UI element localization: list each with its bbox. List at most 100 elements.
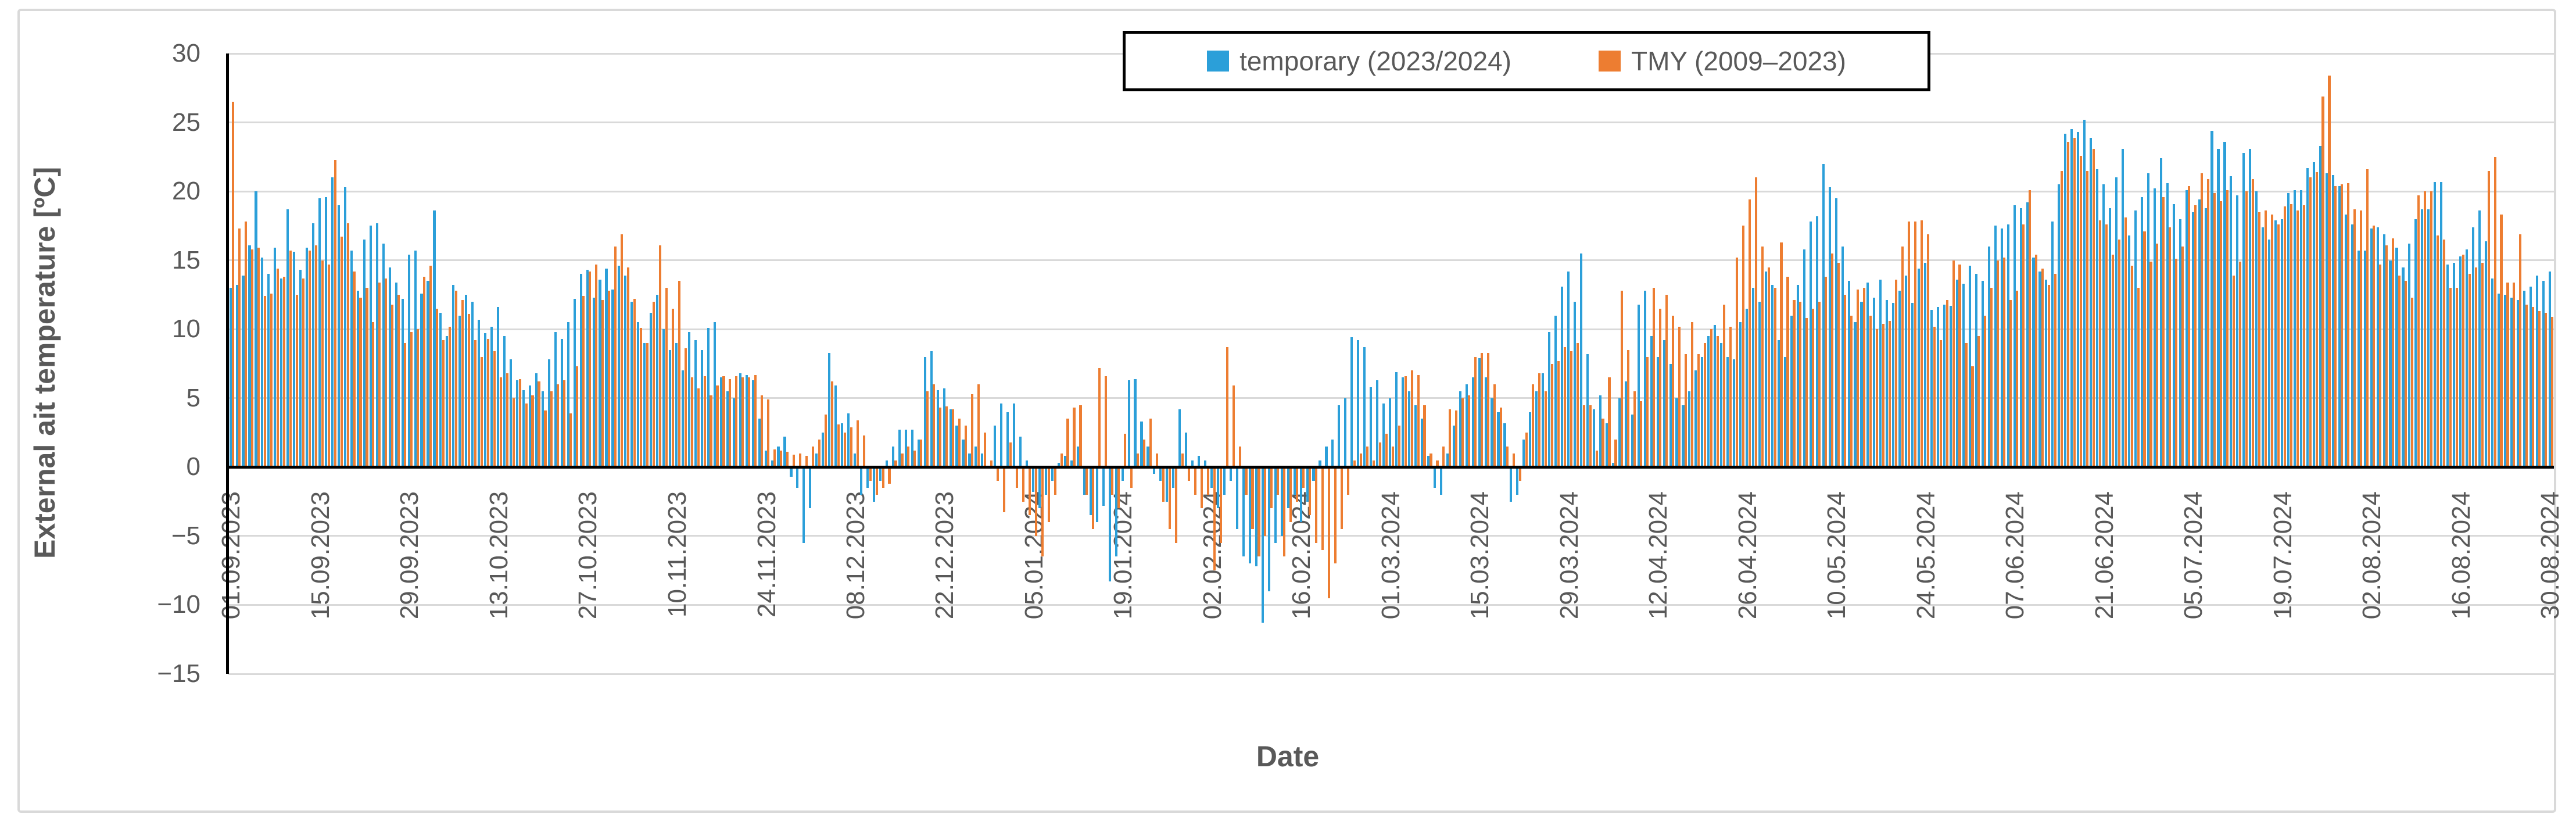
bar-tmy-day188 (1423, 405, 1426, 467)
bar-tmy-day316 (2238, 262, 2242, 467)
bar-tmy-day338 (2379, 264, 2382, 467)
bar-tmy-day256 (1857, 289, 1860, 467)
bar-tmy-day291 (2079, 155, 2082, 467)
legend-item-temporary[interactable]: temporary (2023/2024) (1207, 45, 1511, 77)
bar-tmy-day213 (1582, 405, 1585, 467)
x-tick-label-01.09.2023: 01.09.2023 (217, 491, 246, 620)
bar-temporary-day48 (528, 385, 531, 467)
bar-temporary-day202 (1510, 467, 1513, 502)
bar-temporary-day80 (732, 398, 735, 467)
bar-temporary-day62 (618, 266, 621, 467)
bar-temporary-day174 (1331, 439, 1334, 467)
bar-temporary-day222 (1637, 304, 1640, 467)
bar-tmy-day197 (1481, 352, 1484, 467)
bar-temporary-day159 (1235, 467, 1239, 529)
bar-tmy-day110 (926, 391, 929, 467)
bar-tmy-day267 (1926, 234, 1929, 467)
bar-temporary-day260 (1879, 279, 1882, 467)
bar-temporary-day316 (2236, 195, 2239, 467)
bar-temporary-day33 (433, 210, 436, 467)
bar-temporary-day256 (1854, 322, 1857, 467)
bar-tmy-day282 (2022, 224, 2025, 467)
bar-tmy-day106 (901, 453, 904, 467)
bar-tmy-day182 (1385, 434, 1388, 467)
bar-temporary-day357 (2497, 293, 2500, 467)
bar-tmy-day20 (353, 271, 356, 467)
bar-tmy-day114 (952, 409, 955, 467)
bar-temporary-day25 (382, 244, 385, 467)
bar-tmy-day6 (263, 296, 267, 467)
bar-tmy-day169 (1302, 467, 1305, 488)
legend[interactable]: temporary (2023/2024) TMY (2009–2023) (1123, 31, 1930, 91)
bar-tmy-day8 (276, 268, 280, 467)
bar-temporary-day118 (974, 446, 977, 467)
bar-temporary-day234 (1714, 325, 1717, 467)
bar-tmy-day162 (1257, 467, 1260, 557)
bar-temporary-day131 (1057, 463, 1061, 467)
bar-tmy-day236 (1729, 326, 1732, 467)
bar-temporary-day1 (229, 288, 232, 467)
bar-temporary-day329 (2319, 145, 2321, 467)
bar-tmy-day100 (862, 435, 865, 467)
plot-right-border (2554, 53, 2556, 674)
bar-tmy-day18 (340, 237, 343, 467)
bar-tmy-day85 (767, 399, 770, 467)
bar-temporary-day188 (1420, 419, 1423, 467)
bar-tmy-day223 (1646, 356, 1649, 467)
bar-temporary-day207 (1542, 373, 1545, 467)
bar-tmy-day164 (1270, 467, 1273, 509)
bar-tmy-day17 (334, 159, 336, 467)
bar-tmy-day240 (1754, 177, 1757, 467)
bar-tmy-day118 (977, 384, 980, 467)
bar-temporary-day196 (1471, 377, 1474, 467)
bar-temporary-day177 (1350, 337, 1353, 467)
bar-temporary-day208 (1548, 332, 1551, 467)
bar-temporary-day271 (1949, 305, 1952, 467)
bar-tmy-day140 (1117, 467, 1120, 509)
bar-tmy-day345 (2423, 191, 2426, 467)
bar-temporary-day253 (1835, 198, 1837, 467)
bar-temporary-day304 (2159, 158, 2162, 467)
legend-item-tmy[interactable]: TMY (2009–2023) (1599, 45, 1846, 77)
bar-temporary-day226 (1663, 340, 1665, 467)
bar-temporary-day86 (771, 460, 773, 467)
bar-tmy-day121 (996, 467, 999, 481)
bar-temporary-day66 (643, 342, 646, 467)
bar-tmy-day185 (1404, 376, 1407, 467)
bar-tmy-day41 (486, 338, 489, 467)
bar-tmy-day79 (729, 378, 732, 467)
bar-temporary-day337 (2370, 228, 2373, 467)
bar-temporary-day325 (2294, 190, 2296, 467)
bar-tmy-day161 (1251, 467, 1254, 529)
bar-tmy-day186 (1410, 370, 1413, 467)
bar-tmy-day206 (1538, 373, 1540, 467)
bar-temporary-day115 (955, 426, 958, 467)
bar-tmy-day70 (671, 308, 674, 467)
bar-temporary-day289 (2064, 133, 2067, 467)
bar-tmy-day148 (1168, 467, 1171, 529)
bar-tmy-day262 (1894, 279, 1897, 467)
bar-temporary-day293 (2090, 137, 2093, 467)
bar-temporary-day279 (2000, 228, 2003, 467)
bar-temporary-day164 (1267, 467, 1270, 591)
bar-temporary-day150 (1178, 409, 1181, 467)
bar-temporary-day216 (1599, 395, 1602, 467)
bar-temporary-day236 (1726, 356, 1729, 467)
bar-temporary-day87 (777, 446, 780, 467)
bar-tmy-day350 (2455, 288, 2458, 467)
bar-temporary-day229 (1682, 405, 1685, 467)
bar-tmy-day266 (1920, 220, 1923, 467)
bar-temporary-day270 (1943, 304, 1946, 467)
bar-tmy-day176 (1346, 467, 1350, 495)
bar-temporary-day254 (1841, 247, 1844, 467)
bar-temporary-day141 (1121, 467, 1124, 481)
bar-tmy-day12 (302, 278, 304, 467)
bar-tmy-day225 (1659, 308, 1662, 467)
bar-temporary-day45 (509, 359, 513, 467)
bar-temporary-day221 (1631, 415, 1633, 467)
bar-tmy-day278 (1997, 260, 2000, 467)
bar-tmy-day343 (2410, 297, 2414, 467)
x-tick-label-24.05.2024: 24.05.2024 (1912, 491, 1940, 620)
bar-tmy-day172 (1321, 467, 1324, 550)
bar-tmy-day294 (2098, 220, 2101, 467)
